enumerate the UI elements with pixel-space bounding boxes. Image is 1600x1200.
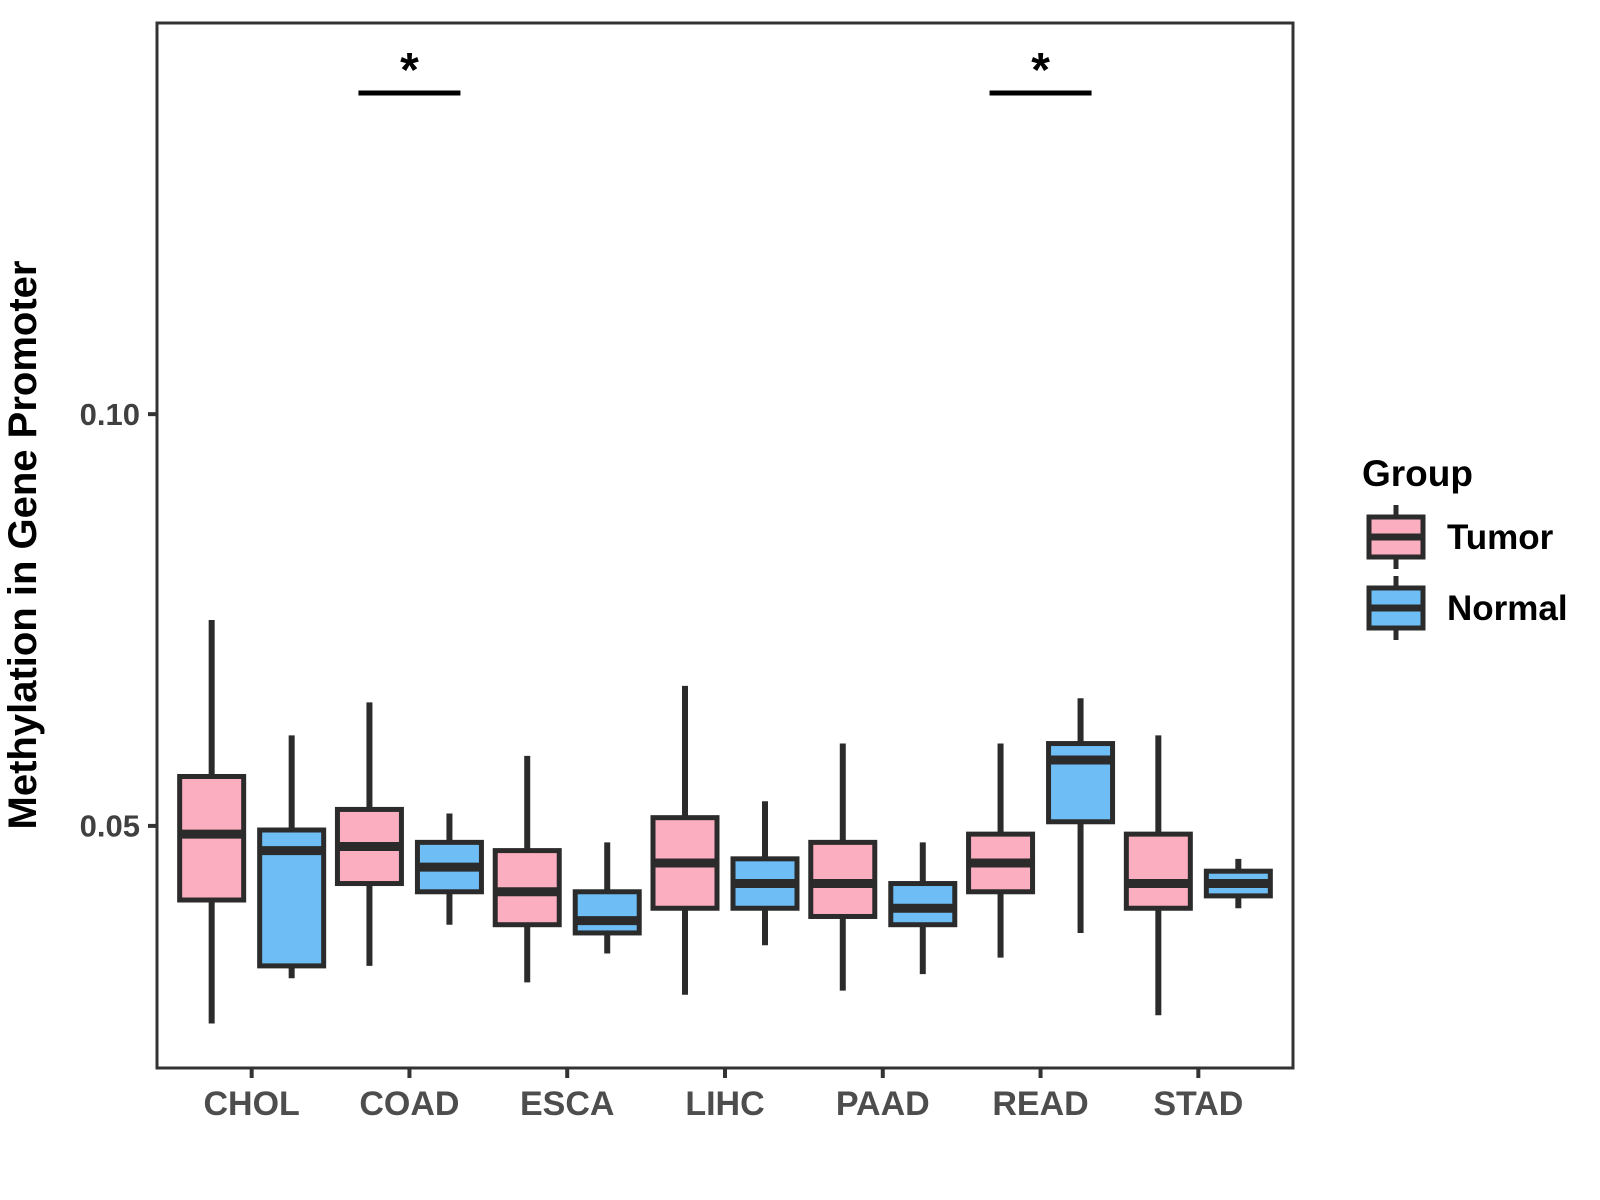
box-tumor-CHOL [177,620,247,1024]
boxes-layer [177,620,1273,1024]
axes-layer: 0.05 0.10 CHOL COAD ESCA LIHC PAAD READ STAD [80,397,1244,1123]
box-normal-CHOL [257,735,327,979]
y-tick-label: 0.10 [80,397,140,432]
box-body [572,889,642,936]
legend-items: Tumor Normal [1366,505,1568,640]
box-tumor-PAAD [808,743,878,991]
x-tick-label-COAD: COAD [359,1085,459,1123]
box-normal-ESCA [572,842,642,954]
y-axis-title: Methylation in Gene Promoter [1,261,45,830]
box-normal-STAD [1203,858,1273,909]
box-tumor-STAD [1123,735,1193,1016]
legend-item-tumor: Tumor [1366,505,1554,569]
legend-title: Group [1362,453,1473,494]
box-tumor-READ [966,743,1036,958]
box-body [1046,741,1116,825]
box-tumor-COAD [334,702,404,966]
legend-label: Tumor [1447,518,1554,557]
legend-label: Normal [1447,589,1568,628]
x-tick-label-STAD: STAD [1153,1085,1243,1123]
legend-item-normal: Normal [1366,576,1568,640]
legend: Group Tumor Normal [1362,453,1568,640]
box-tumor-ESCA [492,755,562,983]
significance-bar-READ: * [989,44,1092,97]
box-normal-COAD [414,813,484,925]
panel-border [155,21,1295,1070]
box-normal-LIHC [730,801,800,946]
x-tick-label-PAAD: PAAD [836,1085,930,1123]
box-body [1123,831,1193,911]
significance-asterisk: * [400,44,419,97]
box-normal-PAAD [888,842,958,975]
significance-asterisk: * [1031,44,1050,97]
x-tick-label-LIHC: LIHC [685,1085,764,1123]
x-tick-label-ESCA: ESCA [520,1085,614,1123]
box-tumor-LIHC [650,685,720,995]
x-tick-label-CHOL: CHOL [204,1085,300,1123]
significance-layer: * * [358,44,1092,97]
x-tick-label-READ: READ [992,1085,1088,1123]
box-normal-READ [1046,698,1116,933]
significance-bar-COAD: * [358,44,461,97]
y-tick-label: 0.05 [80,809,140,844]
